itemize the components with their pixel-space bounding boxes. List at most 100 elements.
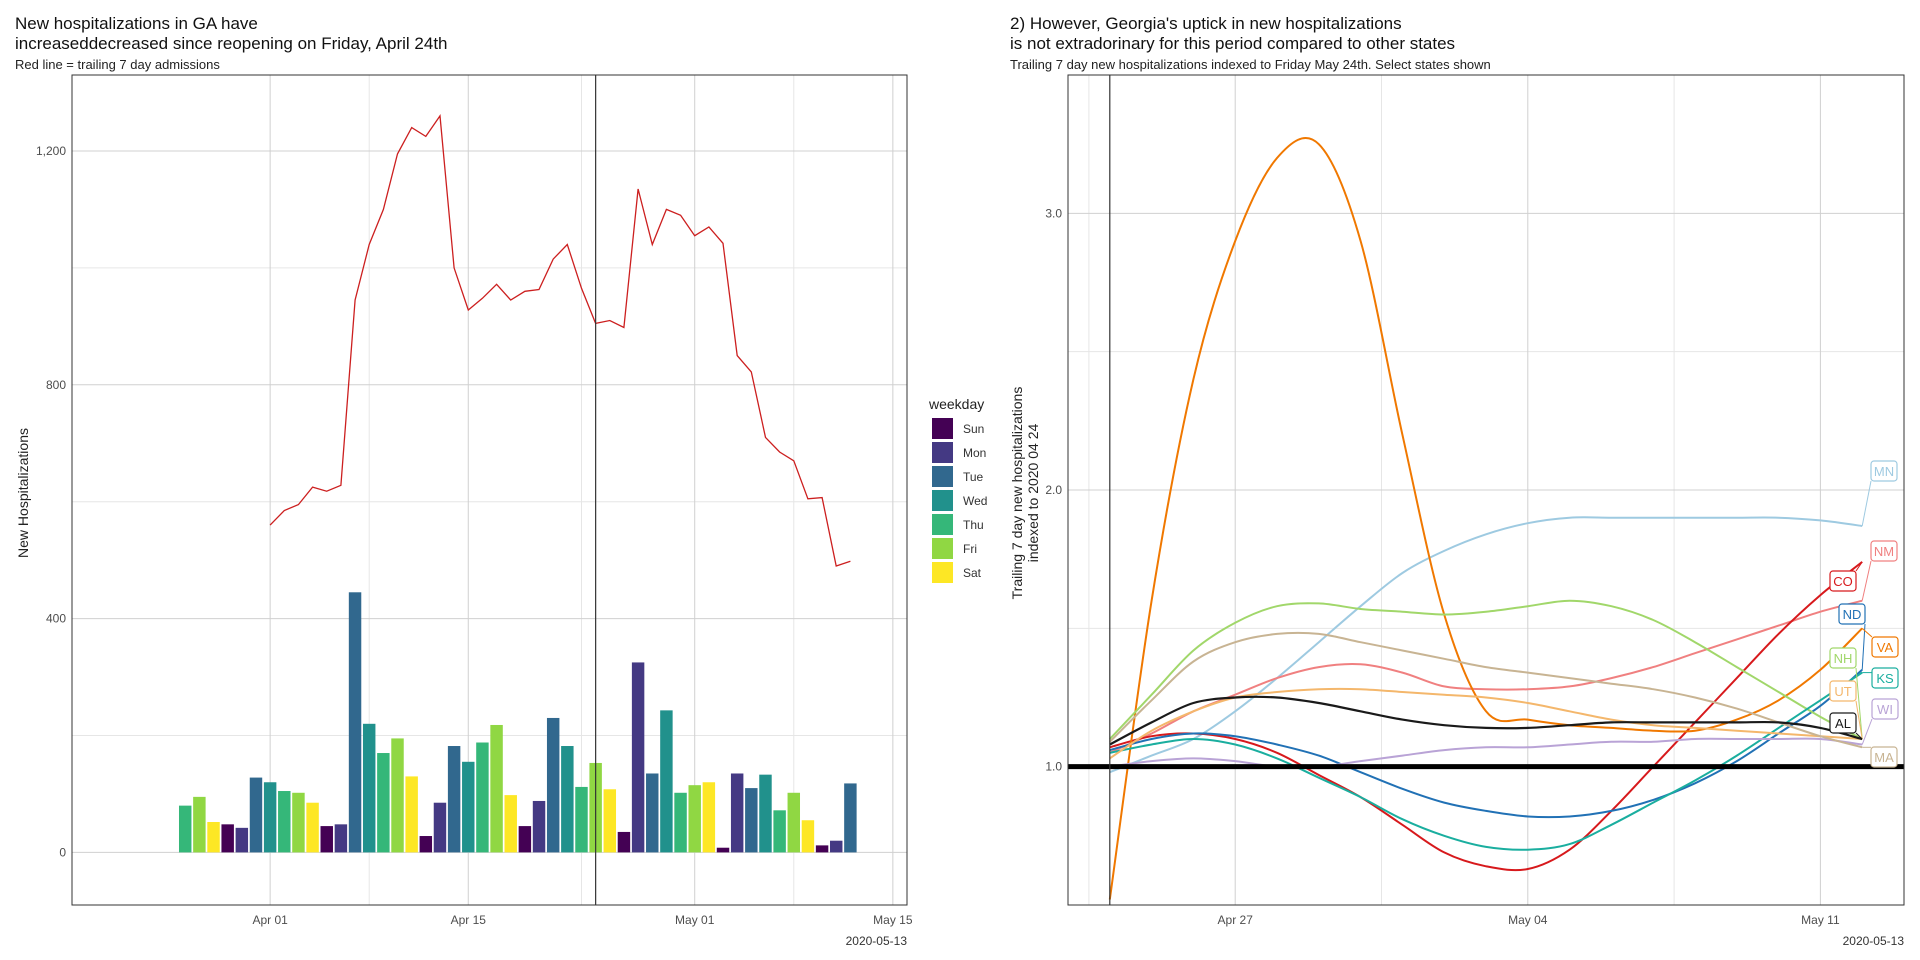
- series-line-va: [1108, 137, 1863, 900]
- series-label-box-mn: [1870, 460, 1898, 482]
- series-line-co: [1109, 561, 1863, 872]
- bar-sun: [221, 824, 234, 853]
- series-line-al: [1109, 695, 1863, 746]
- legend-label-fri: Fri: [963, 542, 977, 556]
- left-chart-title-line1: New hospitalizations in GA have: [15, 14, 258, 33]
- bar-fri: [787, 792, 801, 853]
- series-label-nh: NH: [1834, 651, 1853, 666]
- series-label-nd: ND: [1843, 607, 1862, 622]
- right-panel-border: [1067, 74, 1905, 906]
- left-y-axis-label: New Hospitalizations: [15, 428, 31, 558]
- series-label-wi: WI: [1877, 702, 1893, 717]
- series-label-nm: NM: [1874, 544, 1894, 559]
- bar-thu: [476, 742, 489, 853]
- legend-swatch-tue: [932, 466, 953, 487]
- bar-wed: [561, 746, 574, 853]
- right-chart-caption: 2020-05-13: [1843, 934, 1905, 948]
- legend-swatch-sun: [932, 418, 953, 439]
- label-connector-mn: [1861, 480, 1872, 527]
- bar-fri: [490, 724, 503, 853]
- left-x-tick-label: May 01: [675, 913, 715, 927]
- left-chart: 0 400 800 1,200 Apr 01 Apr 15 May 01 May 15 Sun M…: [36, 74, 987, 927]
- legend-title: weekday: [928, 396, 984, 412]
- series-label-al: AL: [1835, 716, 1851, 731]
- bar-thu: [178, 805, 192, 853]
- bar-tue: [348, 592, 362, 853]
- bar-mon: [631, 662, 645, 853]
- series-label-box-ut: [1829, 680, 1857, 702]
- bar-mon: [830, 840, 843, 853]
- bar-fri: [688, 785, 701, 853]
- bar-sun: [320, 826, 333, 853]
- label-connector-nh: [1855, 667, 1863, 740]
- bar-tue: [745, 788, 758, 853]
- bar-wed: [362, 723, 376, 853]
- series-label-box-ks: [1871, 667, 1899, 689]
- series-label-co: CO: [1833, 574, 1853, 589]
- bar-sun: [419, 836, 433, 853]
- right-y-tick-label: 1.0: [1045, 760, 1062, 774]
- left-chart-title-line2: increaseddecreased since reopening on Fr…: [15, 34, 448, 53]
- series-label-ut: UT: [1834, 684, 1851, 699]
- legend-label-sat: Sat: [963, 566, 982, 580]
- bar-sat: [504, 795, 517, 853]
- right-chart-subtitle: Trailing 7 day new hospitalizations inde…: [1010, 57, 1491, 72]
- bar-fri: [193, 796, 206, 853]
- bar-tue: [546, 717, 560, 853]
- right-x-tick-label: Apr 27: [1218, 913, 1254, 927]
- series-label-box-ma: [1870, 746, 1898, 768]
- legend-swatch-sat: [932, 562, 953, 583]
- bar-sat: [306, 802, 319, 853]
- series-line-wi: [1109, 737, 1863, 769]
- legend-label-wed: Wed: [963, 494, 987, 508]
- series-label-mn: MN: [1874, 464, 1894, 479]
- series-line-nm: [1109, 599, 1863, 754]
- bar-sat: [702, 782, 716, 853]
- bar-mon: [730, 773, 744, 853]
- right-y-tick-label: 3.0: [1045, 206, 1062, 220]
- bar-mon: [334, 824, 348, 853]
- right-x-tick-label: May 04: [1508, 913, 1548, 927]
- right-chart-title-line2: is not extradorinary for this period com…: [1010, 34, 1456, 53]
- bar-sat: [405, 776, 418, 853]
- legend-swatch-fri: [932, 538, 953, 559]
- series-label-ks: KS: [1876, 671, 1894, 686]
- legend-label-thu: Thu: [963, 518, 984, 532]
- bar-tue: [249, 777, 263, 853]
- bar-tue: [844, 783, 857, 853]
- series-label-box-nd: [1838, 603, 1866, 625]
- left-y-tick-label: 800: [46, 378, 66, 392]
- bar-fri: [391, 738, 404, 853]
- series-line-ma: [1109, 631, 1863, 749]
- bar-tue: [447, 746, 461, 853]
- bar-wed: [263, 782, 277, 853]
- right-y-axis-label-line1: Trailing 7 day new hospitalizations: [1009, 387, 1025, 600]
- series-line-nd: [1109, 669, 1863, 819]
- bar-sat: [207, 822, 220, 853]
- right-chart-title: 2) However, Georgia's uptick in new hosp…: [1010, 14, 1455, 54]
- left-y-tick-label: 0: [59, 845, 66, 859]
- series-label-box-wi: [1871, 698, 1899, 720]
- left-chart-caption: 2020-05-13: [846, 934, 908, 948]
- bar-mon: [532, 800, 546, 853]
- bar-thu: [377, 753, 390, 853]
- label-connector-nm: [1861, 560, 1872, 601]
- bar-sun: [815, 845, 829, 853]
- series-label-box-co: [1829, 570, 1857, 592]
- series-label-box-nh: [1829, 647, 1857, 669]
- legend-swatch-thu: [932, 514, 953, 535]
- bar-wed: [660, 710, 673, 853]
- series-label-ma: MA: [1874, 750, 1894, 765]
- bar-thu: [575, 786, 588, 853]
- left-y-tick-label: 400: [46, 612, 66, 626]
- label-connector-nd: [1861, 623, 1866, 670]
- legend-swatch-wed: [932, 490, 953, 511]
- bar-thu: [278, 791, 291, 853]
- right-chart-title-line1: 2) However, Georgia's uptick in new hosp…: [1010, 14, 1402, 33]
- right-chart: 1.0 2.0 3.0 Apr 27 May 04 May 11 MN NM CO ND VA NH K…: [1045, 74, 1905, 927]
- bar-wed: [759, 774, 772, 853]
- legend-label-mon: Mon: [963, 446, 986, 460]
- bar-sat: [801, 820, 815, 853]
- left-x-tick-label: Apr 15: [451, 913, 487, 927]
